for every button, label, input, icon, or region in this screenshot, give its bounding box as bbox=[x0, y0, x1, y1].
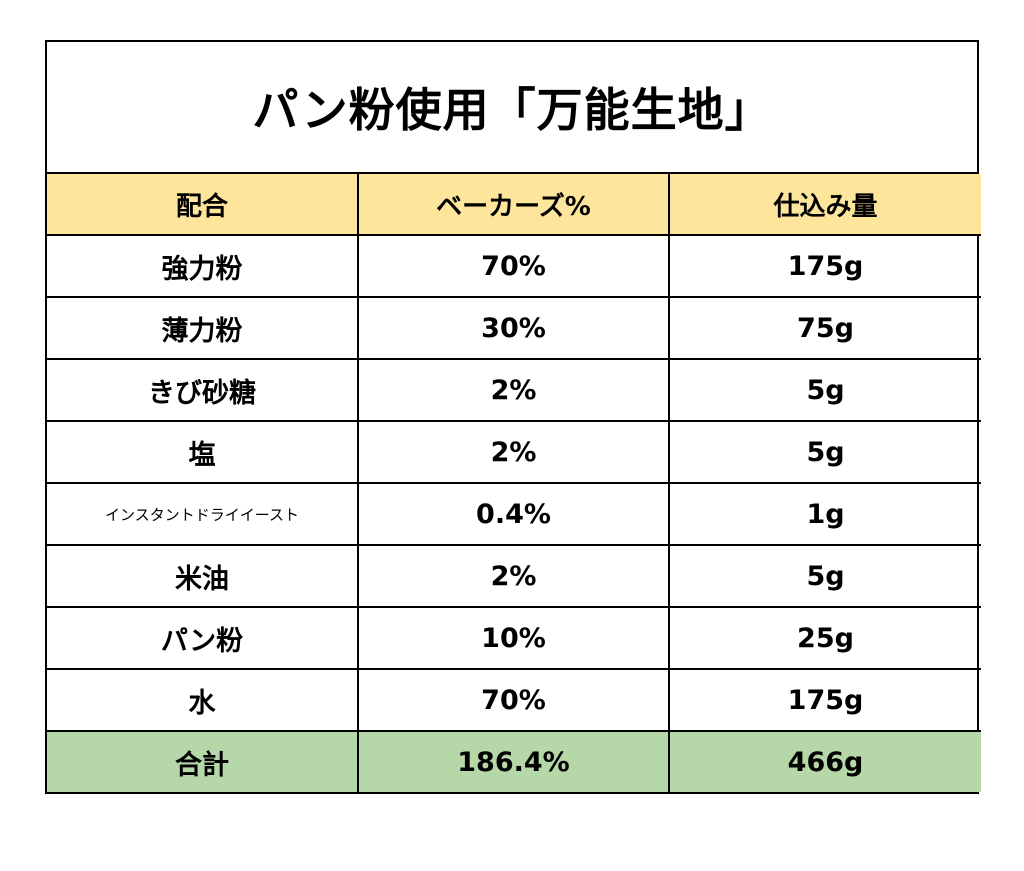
ingredient-amount: 1g bbox=[668, 482, 981, 546]
total-percent: 186.4% bbox=[357, 730, 670, 792]
recipe-table: 配合 ベーカーズ% 仕込み量 強力粉 70% 175g 薄力粉 30% 75g … bbox=[47, 174, 981, 792]
recipe-card: パン粉使用「万能生地」 配合 ベーカーズ% 仕込み量 強力粉 70% 175g … bbox=[45, 40, 981, 794]
ingredient-amount: 25g bbox=[668, 606, 981, 670]
total-label: 合計 bbox=[47, 730, 359, 792]
ingredient-amount: 5g bbox=[668, 358, 981, 422]
ingredient-amount: 5g bbox=[668, 420, 981, 484]
ingredient-name: パン粉 bbox=[47, 606, 359, 670]
ingredient-percent: 10% bbox=[357, 606, 670, 670]
ingredient-amount: 75g bbox=[668, 296, 981, 360]
table-row: 薄力粉 30% 75g bbox=[47, 296, 981, 360]
table-row: パン粉 10% 25g bbox=[47, 606, 981, 670]
ingredient-name: 米油 bbox=[47, 544, 359, 608]
ingredient-name: 強力粉 bbox=[47, 234, 359, 298]
total-amount: 466g bbox=[668, 730, 981, 792]
table-row: インスタントドライイースト 0.4% 1g bbox=[47, 482, 981, 546]
table-row: 強力粉 70% 175g bbox=[47, 234, 981, 298]
ingredient-percent: 2% bbox=[357, 420, 670, 484]
ingredient-percent: 70% bbox=[357, 234, 670, 298]
ingredient-name: 薄力粉 bbox=[47, 296, 359, 360]
ingredient-name: きび砂糖 bbox=[47, 358, 359, 422]
ingredient-percent: 0.4% bbox=[357, 482, 670, 546]
ingredient-amount: 175g bbox=[668, 234, 981, 298]
ingredient-name: 水 bbox=[47, 668, 359, 732]
ingredient-name: 塩 bbox=[47, 420, 359, 484]
ingredient-amount: 175g bbox=[668, 668, 981, 732]
header-bakers-percent: ベーカーズ% bbox=[357, 174, 670, 236]
ingredient-percent: 30% bbox=[357, 296, 670, 360]
header-amount: 仕込み量 bbox=[668, 174, 981, 236]
ingredient-amount: 5g bbox=[668, 544, 981, 608]
header-row: 配合 ベーカーズ% 仕込み量 bbox=[47, 174, 981, 236]
ingredient-percent: 2% bbox=[357, 358, 670, 422]
table-row: 塩 2% 5g bbox=[47, 420, 981, 484]
ingredient-percent: 70% bbox=[357, 668, 670, 732]
table-row: 米油 2% 5g bbox=[47, 544, 981, 608]
recipe-title: パン粉使用「万能生地」 bbox=[47, 42, 977, 174]
table-row: きび砂糖 2% 5g bbox=[47, 358, 981, 422]
ingredient-percent: 2% bbox=[357, 544, 670, 608]
table-row: 水 70% 175g bbox=[47, 668, 981, 732]
header-name: 配合 bbox=[47, 174, 359, 236]
ingredient-name: インスタントドライイースト bbox=[47, 482, 359, 546]
total-row: 合計 186.4% 466g bbox=[47, 730, 981, 792]
